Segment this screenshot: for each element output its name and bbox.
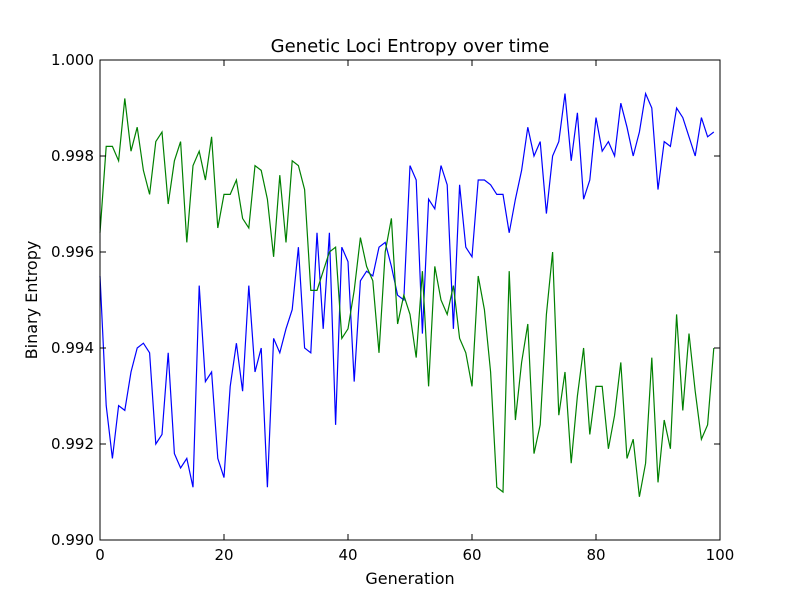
- y-tick-label: 0.992: [51, 435, 94, 453]
- y-axis: 0.990 0.992 0.994 0.996 0.998 1.000: [51, 51, 720, 549]
- x-tick-label: 40: [338, 546, 357, 564]
- chart-title: Genetic Loci Entropy over time: [271, 36, 550, 57]
- series-line-1: [99, 91, 715, 488]
- x-tick-label: 60: [462, 546, 481, 564]
- x-axis: 0 20 40 60 80 100: [95, 60, 734, 564]
- series-layer: [99, 91, 715, 497]
- x-axis-label: Generation: [365, 569, 454, 588]
- y-axis-label: Binary Entropy: [22, 241, 41, 360]
- y-tick-label: 0.996: [51, 243, 94, 261]
- x-tick-label: 20: [214, 546, 233, 564]
- y-tick-label: 1.000: [51, 51, 94, 69]
- x-tick-label: 80: [586, 546, 605, 564]
- y-tick-label: 0.994: [51, 339, 94, 357]
- y-tick-label: 0.990: [51, 531, 94, 549]
- x-tick-label: 100: [706, 546, 735, 564]
- plot-frame: [99, 59, 721, 541]
- y-tick-label: 0.998: [51, 147, 94, 165]
- series-line-2: [99, 98, 715, 497]
- x-tick-label: 0: [95, 546, 105, 564]
